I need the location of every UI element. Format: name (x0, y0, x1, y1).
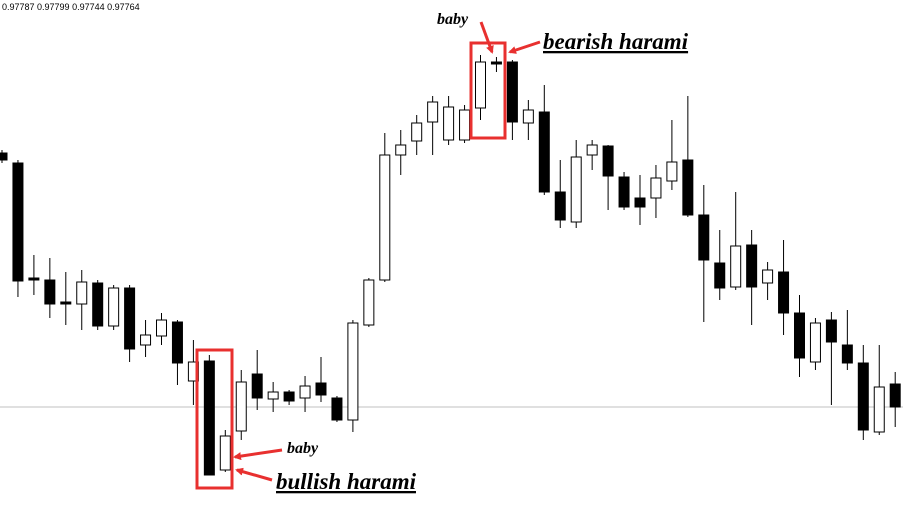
bearish-body (12, 162, 24, 282)
bearish-body (778, 271, 790, 314)
bullish-body (140, 334, 152, 346)
annotation: bullish harami (276, 469, 417, 494)
bullish-body (219, 435, 231, 471)
bullish-body (570, 156, 582, 223)
bearish-body (538, 111, 550, 193)
bearish-body (602, 145, 614, 177)
bearish-body (634, 197, 646, 208)
bearish-body (490, 61, 502, 65)
annotation: baby (287, 440, 319, 457)
bullish-body (586, 144, 598, 156)
bearish-body (0, 152, 8, 161)
bearish-body (251, 373, 263, 399)
bearish-body (203, 360, 215, 476)
bullish-body (235, 381, 247, 432)
annotation: bearish harami (543, 29, 689, 54)
bearish-body (794, 312, 805, 359)
bullish-body (411, 122, 423, 142)
bullish-body (347, 322, 359, 421)
bullish-body (459, 109, 471, 141)
bullish-body (108, 287, 120, 327)
bearish-body (682, 159, 694, 216)
bearish-body (714, 262, 726, 289)
bearish-body (506, 61, 518, 123)
highlight-box (195, 348, 234, 490)
bearish-body (171, 321, 183, 364)
arrow (233, 448, 283, 461)
arrow (479, 21, 494, 54)
bullish-body (76, 281, 88, 305)
bearish-body (44, 279, 56, 305)
bullish-body (363, 279, 375, 326)
bearish-body (554, 191, 566, 221)
bearish-body (889, 383, 901, 408)
bearish-body (92, 282, 104, 327)
bearish-body (618, 176, 630, 208)
arrow (508, 40, 541, 54)
bearish-body (28, 277, 40, 281)
bullish-body (427, 101, 439, 123)
bearish-body (60, 301, 72, 305)
bullish-body (443, 106, 455, 141)
bearish-body (283, 391, 295, 402)
bullish-body (666, 161, 678, 182)
bullish-body (475, 61, 486, 109)
bullish-body (395, 144, 407, 156)
bullish-body (650, 177, 662, 199)
bullish-body (156, 319, 167, 337)
arrow (235, 467, 273, 482)
bearish-body (124, 287, 136, 350)
annotation: baby (437, 11, 469, 28)
bearish-body (315, 382, 327, 396)
bearish-body (841, 344, 853, 364)
bearish-body (825, 319, 837, 343)
bearish-body (698, 214, 710, 261)
bullish-body (730, 245, 742, 288)
bullish-body (522, 109, 534, 124)
bullish-body (267, 391, 279, 400)
bullish-body (873, 386, 885, 433)
bullish-body (809, 322, 821, 363)
bullish-body (762, 269, 774, 284)
bearish-body (857, 362, 869, 431)
bearish-body (746, 244, 758, 288)
bullish-body (299, 385, 311, 399)
ohlc-label: 0.97787 0.97799 0.97744 0.97764 (2, 2, 140, 12)
bearish-body (331, 397, 343, 421)
bullish-body (379, 154, 391, 281)
